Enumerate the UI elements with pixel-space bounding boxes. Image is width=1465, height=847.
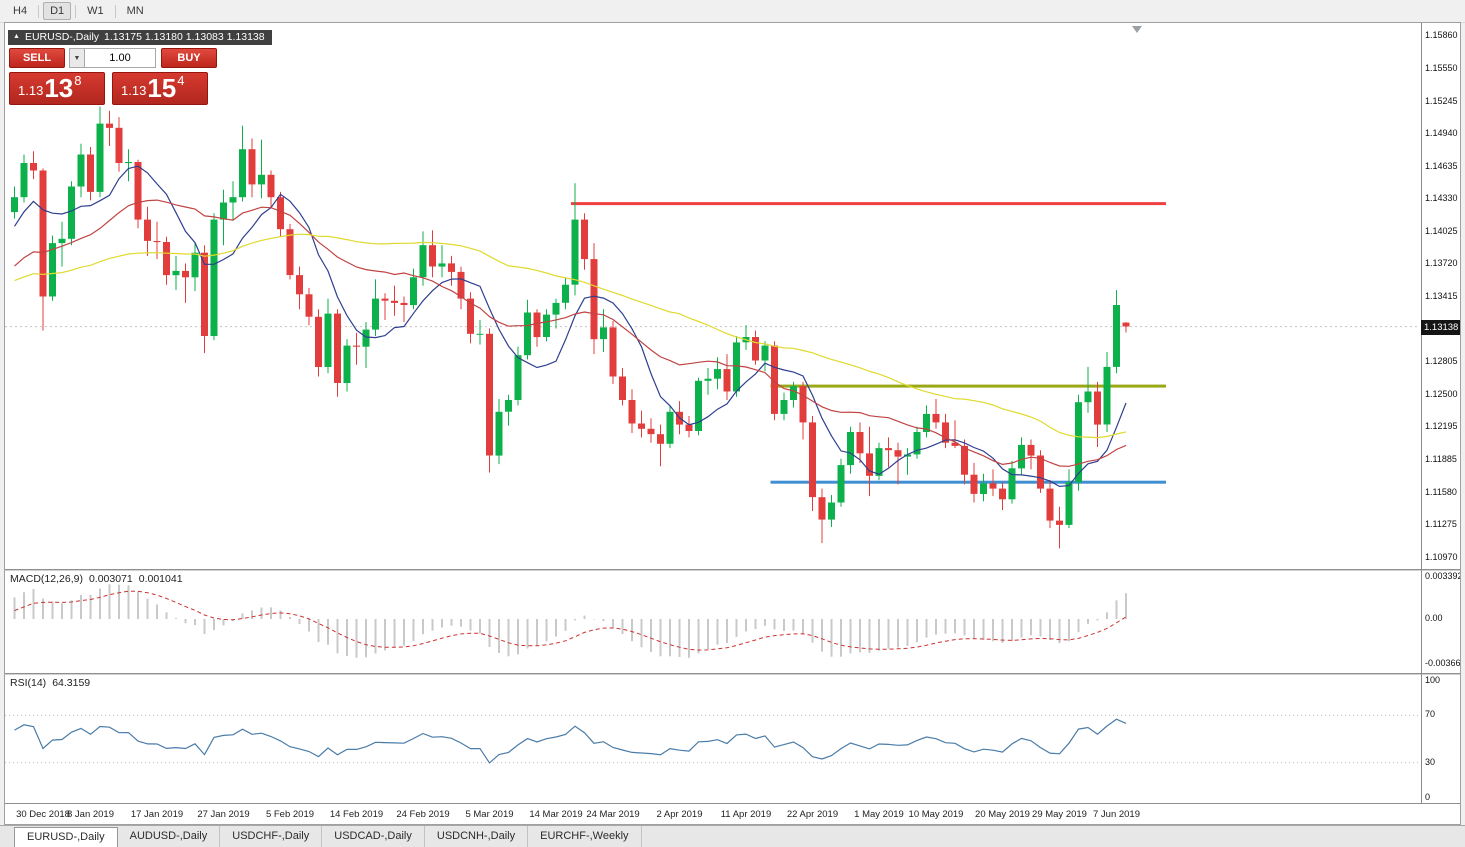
- price-tick: 1.10970: [1425, 552, 1458, 562]
- sell-price-big: 13: [44, 73, 74, 103]
- chart-ohlc-values: 1.13175 1.13180 1.13083 1.13138: [104, 31, 265, 43]
- date-label: 14 Feb 2019: [329, 809, 384, 820]
- price-tick: 1.15550: [1425, 63, 1458, 74]
- buy-price-tile[interactable]: 1.13 15 4: [112, 72, 208, 105]
- chart-window: ▲ EURUSD-,Daily 1.13175 1.13180 1.13083 …: [4, 22, 1461, 825]
- macd-name: MACD(12,26,9): [10, 573, 83, 585]
- sell-price-tile[interactable]: 1.13 13 8: [9, 72, 105, 105]
- pane-separator[interactable]: [5, 673, 1460, 675]
- rsi-name: RSI(14): [10, 677, 47, 689]
- sell-price-prefix: 1.13: [18, 83, 44, 98]
- price-chart-svg[interactable]: [5, 23, 1420, 569]
- rsi-tick: 0: [1425, 792, 1431, 802]
- rsi-pane[interactable]: RSI(14) 64.3159: [5, 675, 1420, 803]
- date-label: 22 Apr 2019: [786, 809, 839, 820]
- toolbar-separator: [38, 4, 40, 18]
- date-label: 24 Mar 2019: [586, 809, 640, 820]
- rsi-chart-svg[interactable]: [5, 675, 1420, 803]
- date-label: 11 Apr 2019: [720, 809, 772, 820]
- timeframe-button-d1[interactable]: D1: [43, 2, 72, 20]
- volume-dropdown-icon[interactable]: ▼: [69, 48, 85, 68]
- macd-tick: 0.003392: [1425, 571, 1461, 582]
- one-click-trading-panel: SELL ▼ BUY 1.13 13 8 1.13 15 4: [9, 48, 217, 105]
- date-label: 30 Dec 2018: [16, 809, 70, 820]
- rsi-tick: 70: [1425, 709, 1436, 720]
- chart-tab-eurusd-daily[interactable]: EURUSD-,Daily: [14, 827, 118, 847]
- chart-tabs-bar: EURUSD-,Daily AUDUSD-,Daily USDCHF-,Daily U…: [0, 825, 1465, 847]
- date-label: 20 May 2019: [975, 809, 1030, 820]
- current-price-badge: 1.13138: [1421, 319, 1460, 335]
- date-label: 14 Mar 2019: [529, 809, 583, 820]
- buy-button[interactable]: BUY: [161, 48, 217, 68]
- date-label: 5 Feb 2019: [265, 809, 315, 820]
- buy-price-prefix: 1.13: [121, 83, 147, 98]
- macd-value-main: 0.003071: [88, 573, 133, 585]
- timeframe-button-mn[interactable]: MN: [126, 5, 144, 17]
- date-label: 17 Jan 2019: [130, 809, 184, 820]
- price-tick: 1.13415: [1425, 291, 1458, 301]
- macd-chart-svg[interactable]: [5, 571, 1420, 673]
- date-label: 5 Mar 2019: [465, 809, 514, 820]
- sell-price-pipette: 8: [74, 73, 82, 88]
- price-tick: 1.15245: [1425, 95, 1458, 106]
- buy-price-big: 15: [147, 73, 177, 103]
- price-tick: 1.12805: [1425, 356, 1458, 367]
- macd-scale[interactable]: 0.003392 0.00 -0.003664: [1422, 571, 1461, 673]
- rsi-scale[interactable]: 100 70 30 0: [1422, 675, 1460, 803]
- rsi-tick: 100: [1425, 675, 1441, 685]
- chart-title-overlay: ▲ EURUSD-,Daily 1.13175 1.13180 1.13083 …: [8, 30, 272, 45]
- toolbar-separator: [75, 4, 77, 18]
- collapse-panel-icon[interactable]: ▲: [13, 33, 20, 40]
- macd-tick: -0.003664: [1425, 658, 1461, 669]
- date-label: 8 Jan 2019: [66, 809, 114, 820]
- rsi-label: RSI(14) 64.3159: [10, 677, 90, 689]
- toolbar-separator: [114, 4, 116, 18]
- price-tick: 1.14635: [1425, 160, 1458, 171]
- time-axis[interactable]: 30 Dec 2018 8 Jan 2019 17 Jan 2019 27 Jan 2…: [5, 804, 1420, 824]
- price-tick: 1.15860: [1425, 30, 1458, 41]
- pane-separator[interactable]: [5, 569, 1460, 571]
- scale-separator: [1421, 23, 1422, 804]
- price-tick: 1.14330: [1425, 193, 1458, 204]
- date-label: 27 Jan 2019: [197, 809, 250, 820]
- rsi-tick: 30: [1425, 756, 1436, 767]
- price-tick: 1.12195: [1425, 421, 1458, 432]
- date-label: 2 Apr 2019: [656, 809, 703, 820]
- sell-button[interactable]: SELL: [9, 48, 65, 68]
- price-scale[interactable]: 1.15860 1.15550 1.15245 1.14940 1.14635 1.143…: [1422, 23, 1460, 569]
- price-chart-pane[interactable]: ▲ EURUSD-,Daily 1.13175 1.13180 1.13083 …: [5, 23, 1420, 569]
- date-label: 29 May 2019: [1032, 809, 1087, 820]
- chart-tab-usdchf-daily[interactable]: USDCHF-,Daily: [220, 826, 323, 847]
- date-label: 1 May 2019: [854, 809, 904, 820]
- chart-tab-audusd-daily[interactable]: AUDUSD-,Daily: [118, 826, 221, 847]
- rsi-value: 64.3159: [52, 677, 91, 689]
- buy-price-pipette: 4: [177, 73, 185, 88]
- chart-symbol-period: EURUSD-,Daily: [24, 31, 100, 43]
- price-tick: 1.13720: [1425, 258, 1458, 269]
- macd-pane[interactable]: MACD(12,26,9) 0.003071 0.001041: [5, 571, 1420, 673]
- chart-tab-eurchf-weekly[interactable]: EURCHF-,Weekly: [528, 826, 642, 847]
- price-tick: 1.11580: [1425, 486, 1457, 497]
- price-tick: 1.11275: [1425, 519, 1457, 530]
- price-tick: 1.14025: [1425, 225, 1458, 236]
- date-label: 10 May 2019: [908, 809, 964, 820]
- chart-tab-usdcad-daily[interactable]: USDCAD-,Daily: [322, 826, 425, 847]
- volume-input[interactable]: [85, 48, 156, 68]
- price-tick: 1.11885: [1425, 454, 1457, 465]
- price-tick: 1.14940: [1425, 128, 1458, 139]
- macd-value-signal: 0.001041: [138, 573, 183, 585]
- macd-tick: 0.00: [1425, 613, 1443, 623]
- chart-tab-usdcnh-daily[interactable]: USDCNH-,Daily: [425, 826, 529, 847]
- date-label: 7 Jun 2019: [1092, 809, 1140, 820]
- date-label: 24 Feb 2019: [396, 809, 450, 820]
- timeframe-toolbar: H4 D1 W1 MN: [0, 0, 1465, 23]
- timeframe-button-h4[interactable]: H4: [13, 5, 28, 17]
- timeframe-button-w1[interactable]: W1: [87, 5, 104, 17]
- macd-label: MACD(12,26,9) 0.003071 0.001041: [10, 573, 183, 585]
- time-axis-separator: [5, 803, 1460, 804]
- price-tick: 1.12500: [1425, 388, 1458, 399]
